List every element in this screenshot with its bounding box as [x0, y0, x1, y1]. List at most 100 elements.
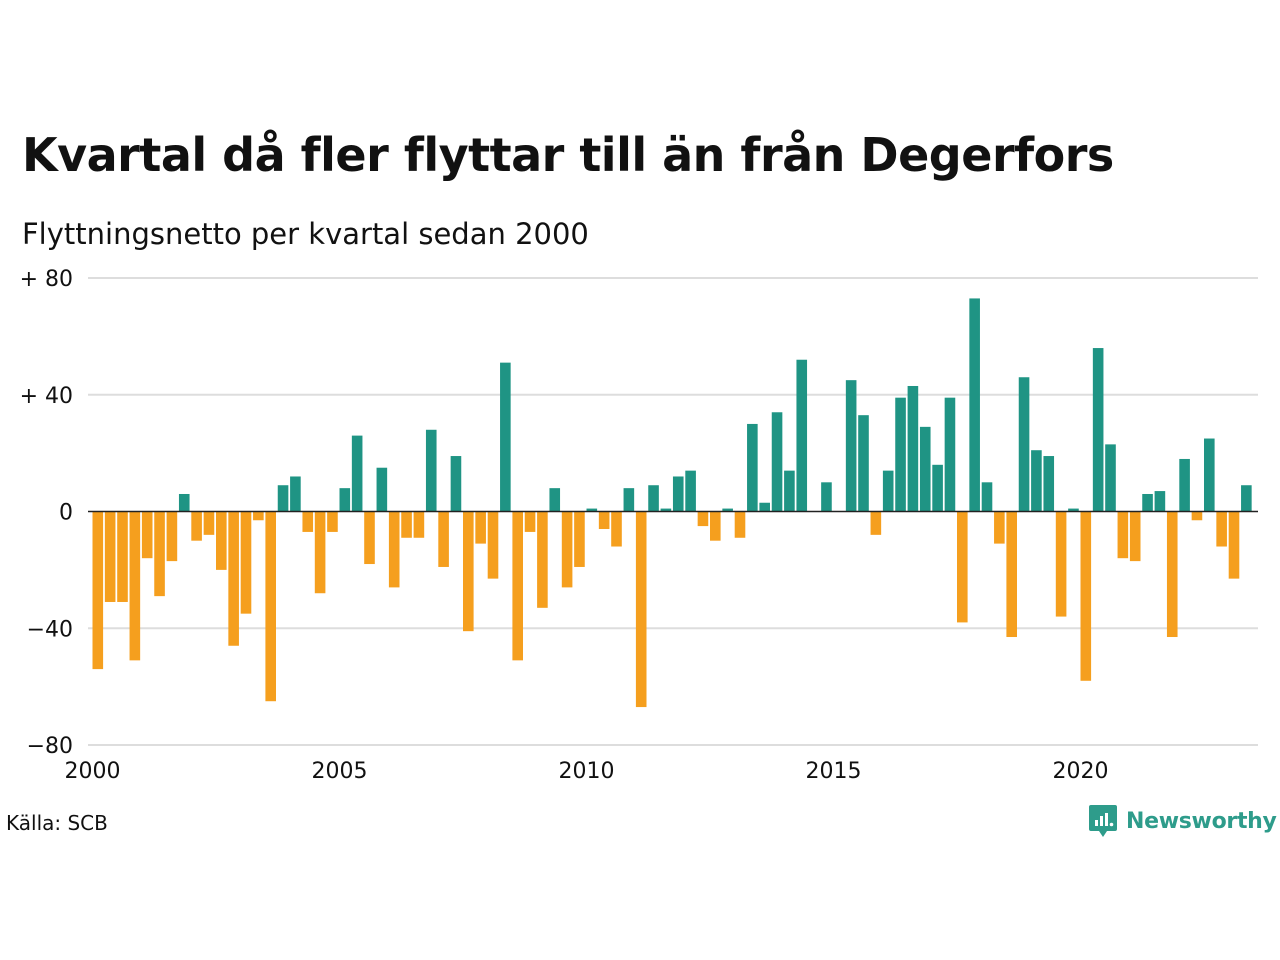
bar	[191, 511, 202, 541]
bar	[895, 397, 906, 512]
bar	[932, 464, 943, 512]
bar	[685, 470, 696, 512]
bar	[475, 511, 486, 544]
bar	[882, 470, 894, 512]
bar	[1018, 377, 1030, 512]
bar	[821, 482, 832, 512]
bar-series	[92, 298, 1252, 708]
bar	[672, 476, 684, 512]
bar	[845, 380, 857, 512]
bar	[302, 511, 314, 532]
bar	[1204, 438, 1215, 512]
bar	[660, 508, 672, 512]
bar	[549, 488, 561, 512]
chart-title: Kvartal då fler flyttar till än från Deg…	[22, 128, 1114, 182]
bar	[524, 511, 536, 532]
bar	[1105, 444, 1116, 512]
bar	[92, 511, 104, 670]
bar	[919, 426, 931, 512]
x-tick-label: 2000	[65, 759, 121, 784]
bar	[364, 511, 375, 565]
bar	[512, 511, 523, 661]
bar	[450, 456, 462, 512]
bar	[1055, 511, 1067, 617]
bar	[277, 485, 289, 512]
bar	[981, 482, 993, 512]
bar	[611, 511, 622, 547]
bar	[957, 511, 968, 623]
bar	[240, 511, 252, 614]
bar	[1191, 511, 1203, 521]
bar	[574, 511, 585, 567]
bar	[104, 511, 116, 602]
bar	[203, 511, 215, 535]
y-tick-label: + 80	[20, 267, 73, 292]
bar	[944, 397, 956, 512]
bar	[710, 511, 721, 541]
bar	[388, 511, 400, 588]
bar	[1129, 511, 1141, 562]
bar	[1142, 493, 1153, 512]
bar	[1166, 511, 1178, 638]
bar	[401, 511, 412, 538]
bar	[1068, 508, 1079, 512]
bar	[1006, 511, 1017, 638]
bar	[586, 508, 598, 512]
bar	[376, 467, 388, 512]
bar	[722, 508, 733, 512]
bar	[1043, 456, 1055, 512]
bar	[784, 470, 795, 512]
bar	[425, 429, 437, 512]
bar	[166, 511, 178, 562]
bar	[537, 511, 548, 608]
bar	[117, 511, 128, 602]
bar	[290, 476, 301, 512]
bar	[265, 511, 276, 702]
source-note: Källa: SCB	[6, 811, 108, 835]
y-tick-label: 0	[59, 501, 73, 526]
x-tick-label: 2020	[1053, 759, 1109, 784]
bar	[796, 359, 808, 512]
bar	[154, 511, 165, 597]
bar	[438, 511, 449, 567]
bar	[327, 511, 338, 532]
bar	[969, 298, 980, 512]
chart-subtitle: Flyttningsnetto per kvartal sedan 2000	[22, 217, 589, 251]
bar	[463, 511, 474, 632]
newsworthy-logo: Newsworthy	[1088, 803, 1277, 839]
bar	[216, 511, 227, 570]
bar	[1228, 511, 1240, 579]
bar	[734, 511, 746, 538]
bar	[339, 488, 351, 512]
bar	[623, 488, 635, 512]
bar	[635, 511, 647, 708]
bar	[759, 502, 770, 512]
bar	[1241, 485, 1252, 512]
bar	[648, 485, 659, 512]
bar	[1031, 450, 1042, 512]
bar	[870, 511, 882, 535]
bar	[907, 385, 919, 512]
brand-name: Newsworthy	[1126, 808, 1277, 834]
grid-lines	[88, 277, 1258, 746]
bar	[487, 511, 499, 579]
bar	[747, 423, 758, 512]
bar	[1216, 511, 1227, 547]
bar	[1179, 458, 1190, 512]
bar	[413, 511, 425, 538]
bar	[994, 511, 1005, 544]
bar	[228, 511, 239, 646]
bar	[500, 362, 511, 512]
bar	[129, 511, 141, 661]
bar	[178, 493, 190, 512]
bar	[1092, 348, 1104, 512]
newsworthy-logo-icon	[1089, 805, 1117, 837]
x-tick-label: 2015	[806, 759, 862, 784]
y-tick-label: −80	[27, 734, 73, 759]
bar	[697, 511, 709, 527]
bar	[314, 511, 326, 594]
y-tick-label: −40	[27, 617, 73, 642]
bar	[141, 511, 153, 559]
